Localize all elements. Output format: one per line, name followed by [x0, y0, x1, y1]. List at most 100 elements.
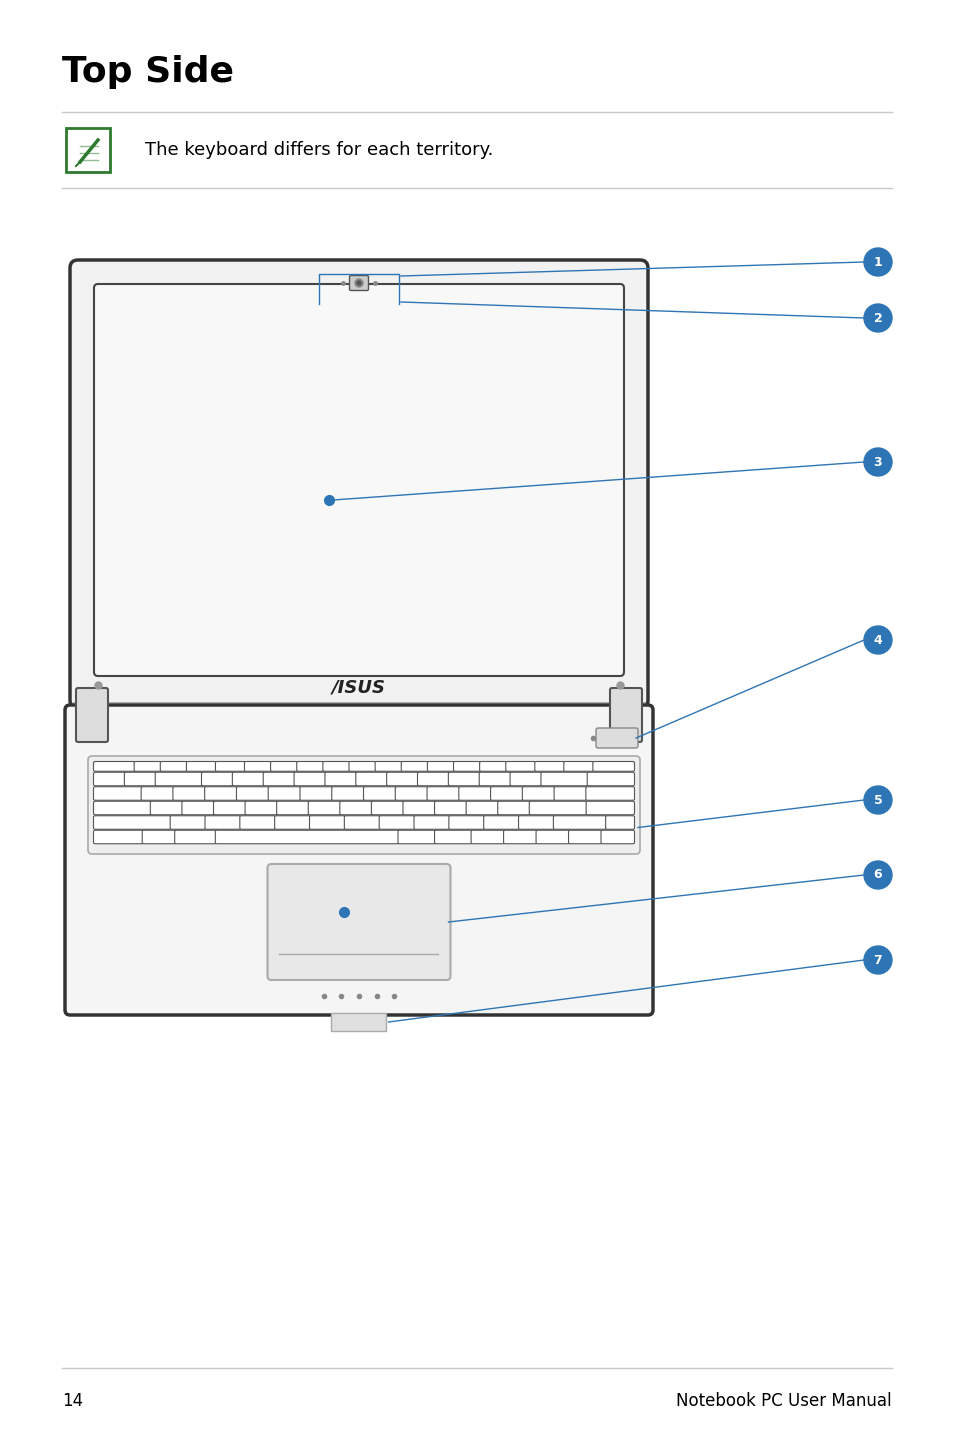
Circle shape: [863, 946, 891, 974]
FancyBboxPatch shape: [344, 815, 380, 830]
FancyBboxPatch shape: [466, 801, 498, 815]
FancyBboxPatch shape: [375, 762, 402, 771]
FancyBboxPatch shape: [76, 687, 108, 742]
FancyBboxPatch shape: [124, 772, 156, 785]
Circle shape: [863, 626, 891, 654]
FancyBboxPatch shape: [395, 787, 428, 801]
FancyBboxPatch shape: [587, 772, 634, 785]
FancyBboxPatch shape: [510, 772, 541, 785]
FancyBboxPatch shape: [274, 815, 310, 830]
FancyBboxPatch shape: [239, 815, 275, 830]
FancyBboxPatch shape: [401, 762, 428, 771]
FancyBboxPatch shape: [435, 801, 467, 815]
FancyBboxPatch shape: [160, 762, 187, 771]
FancyBboxPatch shape: [299, 787, 333, 801]
FancyBboxPatch shape: [448, 772, 479, 785]
FancyBboxPatch shape: [609, 687, 641, 742]
Circle shape: [863, 247, 891, 276]
Circle shape: [863, 787, 891, 814]
FancyBboxPatch shape: [201, 772, 233, 785]
FancyBboxPatch shape: [402, 801, 436, 815]
FancyBboxPatch shape: [268, 787, 300, 801]
FancyBboxPatch shape: [134, 762, 161, 771]
FancyBboxPatch shape: [332, 787, 364, 801]
FancyBboxPatch shape: [236, 787, 269, 801]
FancyBboxPatch shape: [205, 787, 237, 801]
FancyBboxPatch shape: [93, 801, 152, 815]
Text: 5: 5: [873, 794, 882, 807]
Circle shape: [356, 280, 360, 285]
Text: 3: 3: [873, 456, 882, 469]
FancyBboxPatch shape: [478, 772, 511, 785]
FancyBboxPatch shape: [458, 787, 491, 801]
FancyBboxPatch shape: [245, 801, 277, 815]
FancyBboxPatch shape: [363, 787, 395, 801]
FancyBboxPatch shape: [322, 762, 350, 771]
FancyBboxPatch shape: [215, 762, 245, 771]
FancyBboxPatch shape: [529, 801, 586, 815]
FancyBboxPatch shape: [325, 772, 356, 785]
Text: Top Side: Top Side: [62, 55, 233, 89]
Bar: [331, 1012, 386, 1031]
FancyBboxPatch shape: [205, 815, 240, 830]
FancyBboxPatch shape: [497, 801, 530, 815]
FancyBboxPatch shape: [600, 830, 634, 844]
FancyBboxPatch shape: [585, 787, 634, 801]
FancyBboxPatch shape: [263, 772, 294, 785]
FancyBboxPatch shape: [151, 801, 183, 815]
FancyBboxPatch shape: [88, 756, 639, 854]
FancyBboxPatch shape: [522, 787, 555, 801]
FancyBboxPatch shape: [170, 815, 206, 830]
FancyBboxPatch shape: [186, 762, 216, 771]
FancyBboxPatch shape: [483, 815, 519, 830]
Text: /ISUS: /ISUS: [332, 677, 386, 696]
FancyBboxPatch shape: [276, 801, 309, 815]
FancyBboxPatch shape: [294, 772, 326, 785]
FancyBboxPatch shape: [378, 815, 415, 830]
FancyBboxPatch shape: [505, 762, 536, 771]
FancyBboxPatch shape: [142, 830, 175, 844]
FancyBboxPatch shape: [490, 787, 523, 801]
FancyBboxPatch shape: [93, 787, 142, 801]
Circle shape: [355, 279, 363, 288]
FancyBboxPatch shape: [371, 801, 403, 815]
FancyBboxPatch shape: [65, 705, 652, 1015]
FancyBboxPatch shape: [172, 787, 206, 801]
FancyBboxPatch shape: [596, 728, 638, 748]
FancyBboxPatch shape: [554, 787, 586, 801]
FancyBboxPatch shape: [592, 762, 634, 771]
FancyBboxPatch shape: [427, 762, 454, 771]
Text: The keyboard differs for each territory.: The keyboard differs for each territory.: [145, 141, 493, 160]
FancyBboxPatch shape: [349, 762, 375, 771]
FancyBboxPatch shape: [213, 801, 246, 815]
FancyBboxPatch shape: [397, 830, 436, 844]
FancyBboxPatch shape: [471, 830, 504, 844]
FancyBboxPatch shape: [518, 815, 554, 830]
FancyBboxPatch shape: [309, 815, 345, 830]
FancyBboxPatch shape: [585, 801, 634, 815]
FancyBboxPatch shape: [308, 801, 340, 815]
FancyBboxPatch shape: [93, 830, 143, 844]
FancyBboxPatch shape: [271, 762, 297, 771]
FancyBboxPatch shape: [93, 815, 171, 830]
FancyBboxPatch shape: [535, 762, 564, 771]
FancyBboxPatch shape: [448, 815, 484, 830]
Text: 14: 14: [62, 1392, 83, 1411]
FancyBboxPatch shape: [174, 830, 216, 844]
FancyBboxPatch shape: [503, 830, 537, 844]
Text: 7: 7: [873, 953, 882, 966]
FancyBboxPatch shape: [417, 772, 449, 785]
Text: 2: 2: [873, 312, 882, 325]
FancyBboxPatch shape: [93, 772, 125, 785]
FancyBboxPatch shape: [339, 801, 372, 815]
FancyBboxPatch shape: [182, 801, 214, 815]
FancyBboxPatch shape: [414, 815, 450, 830]
FancyBboxPatch shape: [233, 772, 264, 785]
FancyBboxPatch shape: [563, 762, 593, 771]
FancyBboxPatch shape: [568, 830, 601, 844]
FancyBboxPatch shape: [427, 787, 459, 801]
FancyBboxPatch shape: [536, 830, 569, 844]
FancyBboxPatch shape: [141, 787, 173, 801]
FancyBboxPatch shape: [70, 260, 647, 707]
FancyBboxPatch shape: [296, 762, 323, 771]
